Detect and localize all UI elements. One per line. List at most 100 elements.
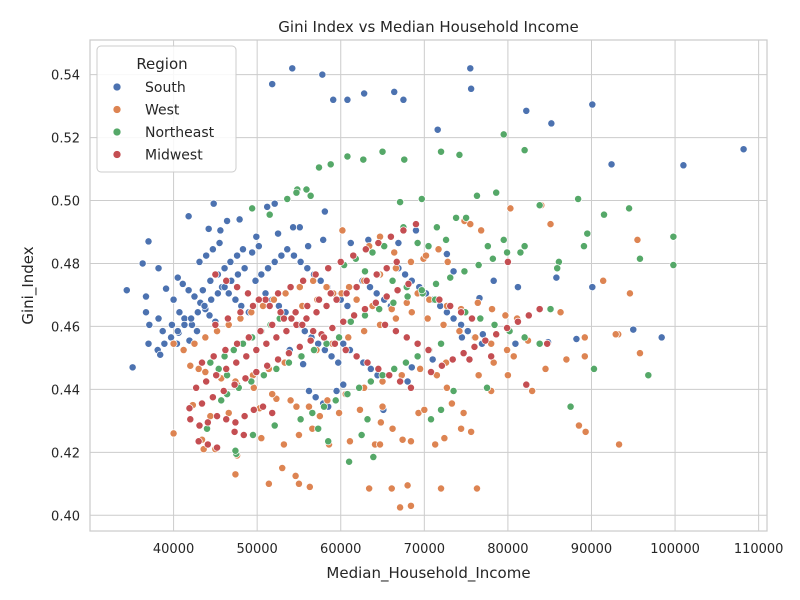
data-point [466,64,475,73]
data-point [359,155,368,164]
legend-items: South West Northeast Midwest [112,80,215,164]
data-point [320,207,329,216]
data-point [208,393,217,402]
data-point [252,346,261,354]
data-point [546,220,555,229]
data-point [231,470,240,479]
data-point [241,374,250,383]
data-point [465,355,474,364]
data-point [669,261,678,269]
data-point [291,308,300,317]
data-point [318,70,327,79]
data-point [299,276,308,285]
data-point [305,482,314,491]
data-point [376,418,385,427]
data-point [308,409,317,417]
data-point [286,396,295,405]
data-point [433,125,442,134]
data-point [446,273,455,282]
data-point [402,333,411,342]
data-point [413,239,422,247]
data-point [248,204,257,213]
data-point [323,396,332,405]
data-point [516,248,525,257]
data-point [360,89,369,98]
data-point [572,335,581,343]
data-point [326,289,335,298]
data-point [198,358,206,367]
data-point [180,320,189,329]
x-tick-label: 40000 [153,542,194,557]
data-point [240,264,249,273]
data-point [439,320,448,329]
series-west [169,201,644,512]
data-point [302,314,311,323]
data-point [437,484,445,493]
y-tick-label: 0.46 [51,320,80,335]
data-point [483,383,491,392]
data-point [669,232,678,241]
data-point [327,352,336,361]
data-point [492,188,501,197]
legend-marker [112,127,122,137]
data-point [535,305,544,314]
x-tick-label: 70000 [404,542,445,557]
data-point [344,333,353,342]
data-point [520,146,529,155]
data-point [184,212,193,221]
x-tick-label: 80000 [487,542,528,557]
data-point [387,484,396,493]
data-point [231,446,240,455]
data-point [221,346,230,354]
data-point [265,302,274,310]
data-point [427,368,435,377]
data-point [190,339,199,348]
data-point [611,330,620,339]
data-point [259,371,268,380]
data-point [281,289,290,298]
data-point [492,330,501,339]
y-tick-label: 0.48 [51,257,80,272]
data-point [580,352,589,361]
data-point [552,273,561,282]
data-point [249,405,258,414]
data-point [274,355,283,364]
data-point [233,270,242,279]
data-point [272,364,281,373]
data-point [376,440,384,449]
data-point [200,302,209,310]
data-point [175,308,184,317]
data-point [407,308,416,317]
data-point [413,352,422,361]
data-point [363,358,372,367]
data-point [366,377,375,386]
data-point [213,443,221,452]
data-point [629,325,638,334]
data-point [442,250,451,258]
data-point [457,424,466,433]
data-point [556,308,565,317]
data-point [349,251,358,260]
data-point [289,251,298,260]
data-point [566,402,575,411]
data-point [437,339,445,348]
data-point [239,245,247,254]
data-point [169,295,178,304]
data-point [195,421,204,430]
data-point [390,87,399,96]
data-point [357,431,366,439]
y-tick-label: 0.50 [51,195,80,210]
data-point [427,415,435,424]
data-point [209,352,218,361]
data-point [268,390,277,399]
data-point [535,201,544,210]
data-point [324,437,333,446]
data-point [574,194,583,203]
data-point [331,396,340,405]
y-axis-ticks: 0.40 0.42 0.44 0.46 0.48 0.50 0.52 0.54 [51,69,80,525]
data-point [388,276,397,285]
data-point [257,434,266,443]
data-point [262,339,271,348]
data-point [226,257,235,266]
data-point [590,364,598,373]
